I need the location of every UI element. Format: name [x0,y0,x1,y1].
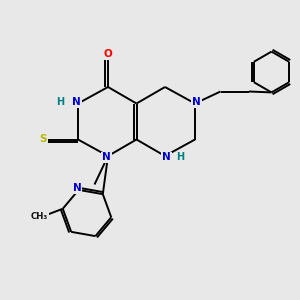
Text: H: H [56,97,64,107]
Text: S: S [40,134,47,145]
Text: N: N [72,97,81,107]
Text: O: O [103,49,112,59]
Text: H: H [176,152,184,163]
Text: N: N [73,183,82,194]
Text: N: N [102,152,111,163]
Text: CH₃: CH₃ [31,212,48,221]
Text: N: N [192,97,201,107]
Text: N: N [162,152,171,163]
